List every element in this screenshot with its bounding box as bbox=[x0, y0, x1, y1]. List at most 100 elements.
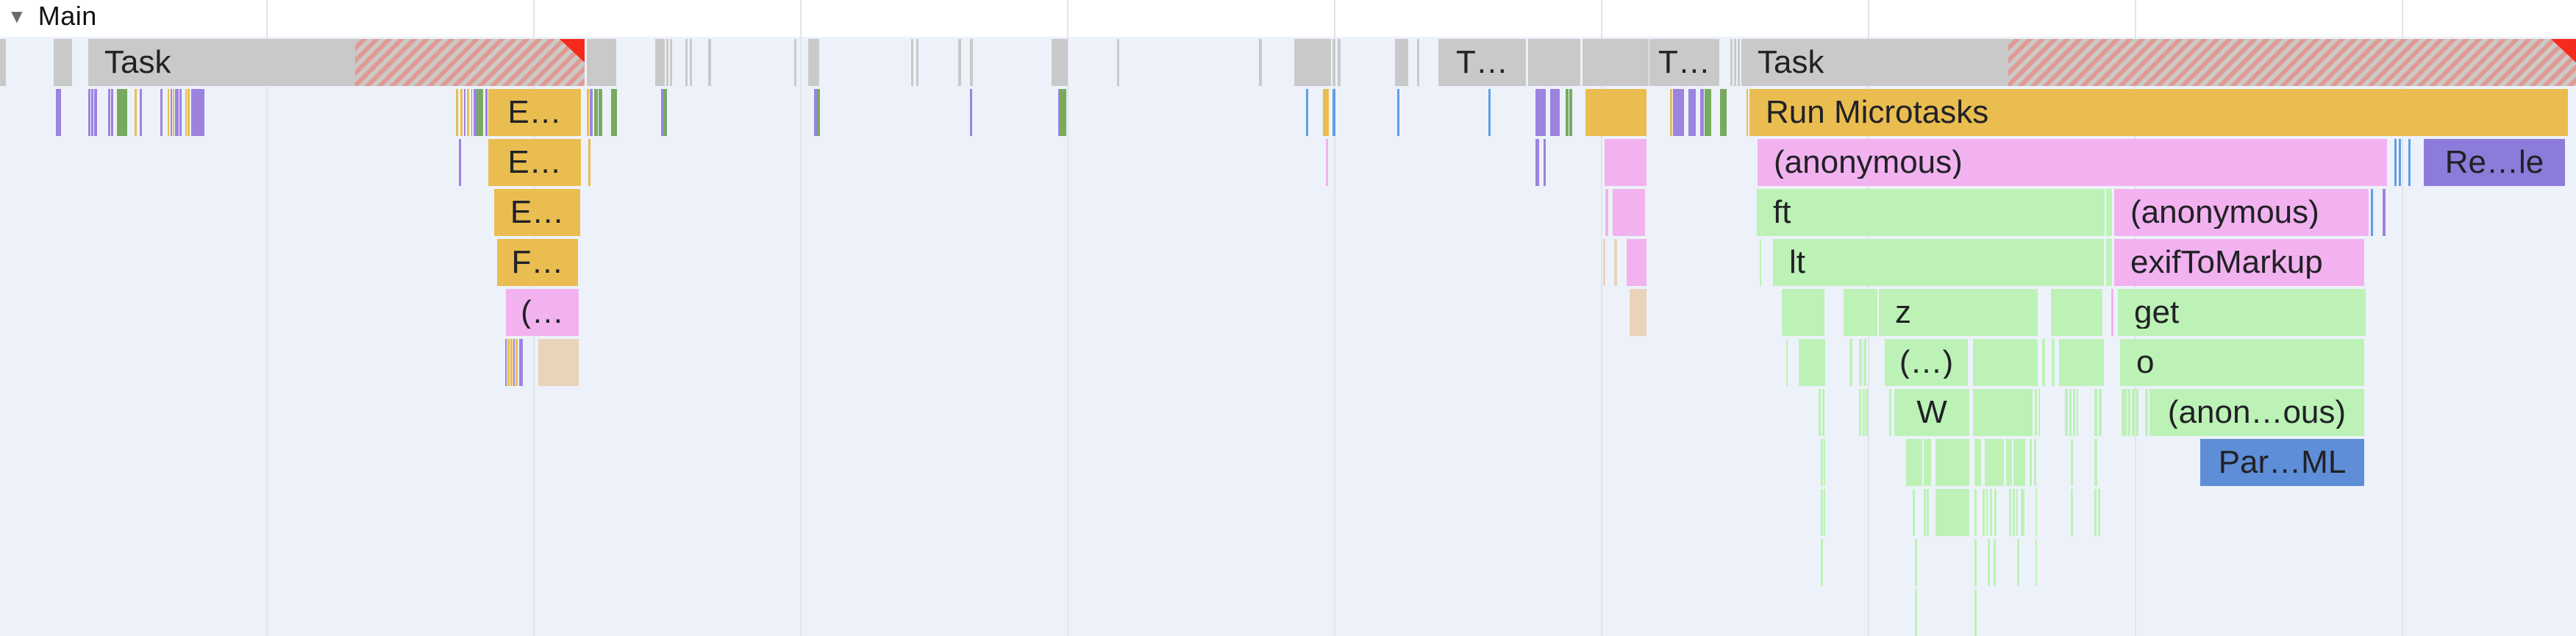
flame-bar[interactable] bbox=[2021, 489, 2024, 536]
flame-bar[interactable] bbox=[471, 89, 472, 136]
flame-bar[interactable] bbox=[808, 39, 819, 86]
flame-bar-anon-ous[interactable]: (anon…ous) bbox=[2149, 389, 2364, 436]
flame-bar[interactable] bbox=[2038, 389, 2040, 436]
flame-bar-exiftomarkup[interactable]: exifToMarkup bbox=[2114, 239, 2364, 286]
flame-bar[interactable] bbox=[1326, 139, 1328, 186]
flame-bar[interactable] bbox=[459, 139, 461, 186]
flame-bar[interactable] bbox=[2371, 189, 2373, 236]
flame-bar[interactable] bbox=[477, 89, 483, 136]
flame-bar[interactable] bbox=[2009, 489, 2011, 536]
flame-bar[interactable] bbox=[168, 89, 169, 136]
flame-bar[interactable] bbox=[111, 89, 113, 136]
flame-bar[interactable] bbox=[2051, 289, 2102, 336]
flame-bar[interactable] bbox=[464, 89, 465, 136]
flame-bar[interactable] bbox=[2098, 489, 2100, 536]
flame-bar[interactable] bbox=[1323, 89, 1329, 136]
flame-bar[interactable] bbox=[1528, 39, 1580, 86]
flame-bar[interactable] bbox=[2069, 389, 2072, 436]
flame-bar[interactable] bbox=[1627, 239, 1646, 286]
flame-bar[interactable] bbox=[2094, 389, 2097, 436]
flame-bar[interactable] bbox=[91, 89, 93, 136]
flame-bar-re-le[interactable]: Re…le bbox=[2424, 139, 2565, 186]
flame-bar[interactable] bbox=[590, 89, 593, 136]
flame-bar[interactable] bbox=[2122, 389, 2127, 436]
flame-bar[interactable] bbox=[2030, 439, 2032, 486]
flame-bar[interactable] bbox=[958, 39, 961, 86]
flame-bar[interactable] bbox=[2036, 539, 2037, 586]
flame-bar[interactable] bbox=[2036, 489, 2037, 536]
flame-bar[interactable] bbox=[2394, 139, 2397, 186]
flame-bar[interactable] bbox=[2399, 139, 2401, 186]
flame-bar-e[interactable]: E… bbox=[488, 89, 581, 136]
flame-bar[interactable] bbox=[0, 39, 6, 86]
flame-bar[interactable] bbox=[1935, 439, 1969, 486]
flame-bar-o[interactable]: o bbox=[2120, 339, 2364, 386]
flame-bar[interactable] bbox=[1332, 89, 1335, 136]
flame-bar[interactable] bbox=[1605, 139, 1646, 186]
flame-bar[interactable] bbox=[1535, 139, 1539, 186]
flame-bar[interactable] bbox=[515, 339, 518, 386]
flame-bar[interactable] bbox=[94, 89, 97, 136]
flame-bar[interactable] bbox=[1927, 489, 1929, 536]
flame-bar[interactable] bbox=[587, 89, 589, 136]
flame-bar[interactable] bbox=[2111, 289, 2113, 336]
flame-bar[interactable] bbox=[171, 89, 172, 136]
flame-bar[interactable] bbox=[1973, 389, 2033, 436]
flame-bar[interactable] bbox=[1583, 39, 1649, 86]
flame-bar[interactable] bbox=[2042, 339, 2045, 386]
flame-bar[interactable] bbox=[666, 39, 668, 86]
flame-bar[interactable] bbox=[456, 89, 458, 136]
flame-bar[interactable] bbox=[2059, 339, 2104, 386]
flame-bar[interactable] bbox=[1060, 89, 1066, 136]
flame-bar[interactable] bbox=[1859, 339, 1862, 386]
flame-bar[interactable] bbox=[2013, 489, 2015, 536]
flame-bar[interactable] bbox=[2145, 389, 2148, 436]
flame-bar[interactable] bbox=[1906, 439, 1922, 486]
flame-bar[interactable] bbox=[814, 89, 817, 136]
flame-bar[interactable] bbox=[1397, 89, 1399, 136]
flame-bar-par-ml[interactable]: Par…ML bbox=[2200, 439, 2364, 486]
flame-bar[interactable] bbox=[1705, 89, 1711, 136]
flame-bar[interactable] bbox=[1747, 89, 1748, 136]
flame-bar[interactable] bbox=[1889, 389, 1891, 436]
flame-bar[interactable] bbox=[817, 89, 820, 136]
flame-bar[interactable] bbox=[2071, 439, 2073, 486]
flame-bar[interactable] bbox=[708, 39, 711, 86]
flame-bar[interactable] bbox=[1700, 89, 1704, 136]
main-track-header[interactable]: ▼ Main bbox=[7, 0, 97, 32]
flame-bar[interactable] bbox=[513, 339, 515, 386]
flame-bar[interactable] bbox=[1306, 89, 1308, 136]
flame-bar[interactable] bbox=[2008, 39, 2576, 86]
flame-bar-e[interactable]: E… bbox=[488, 139, 581, 186]
flame-bar[interactable] bbox=[185, 89, 187, 136]
flame-bar[interactable] bbox=[1844, 289, 1877, 336]
flame-bar-lt[interactable]: lt bbox=[1773, 239, 2104, 286]
flame-bar[interactable] bbox=[2106, 239, 2112, 286]
flame-bar[interactable] bbox=[1630, 289, 1646, 336]
flame-bar[interactable] bbox=[1585, 89, 1646, 136]
flame-bar[interactable] bbox=[599, 89, 602, 136]
flame-bar[interactable] bbox=[1603, 239, 1605, 286]
flame-bar[interactable] bbox=[685, 39, 688, 86]
flame-bar[interactable] bbox=[188, 89, 190, 136]
flame-bar[interactable] bbox=[108, 89, 110, 136]
flame-bar-z[interactable]: z bbox=[1879, 289, 2038, 336]
flame-bar-ft[interactable]: ft bbox=[1757, 189, 2105, 236]
flame-bar[interactable] bbox=[1821, 439, 1823, 486]
flame-bar[interactable] bbox=[1821, 489, 1823, 536]
flame-bar[interactable] bbox=[1973, 339, 2038, 386]
flame-bar[interactable] bbox=[1866, 389, 1868, 436]
flame-bar[interactable] bbox=[1974, 539, 1977, 586]
flame-bar[interactable] bbox=[1535, 89, 1546, 136]
flame-bar[interactable] bbox=[970, 39, 973, 86]
flame-bar[interactable] bbox=[1935, 489, 1969, 536]
flame-bar[interactable] bbox=[1673, 89, 1684, 136]
flame-bar[interactable] bbox=[505, 339, 507, 386]
flame-bar[interactable] bbox=[519, 339, 523, 386]
flame-bar[interactable] bbox=[1734, 39, 1736, 86]
flame-bar[interactable] bbox=[1994, 539, 1996, 586]
flame-bar[interactable] bbox=[510, 339, 513, 386]
flame-bar[interactable] bbox=[1544, 139, 1546, 186]
flame-bar-t[interactable]: T… bbox=[1649, 39, 1719, 86]
flame-bar-t[interactable]: T… bbox=[1438, 39, 1526, 86]
